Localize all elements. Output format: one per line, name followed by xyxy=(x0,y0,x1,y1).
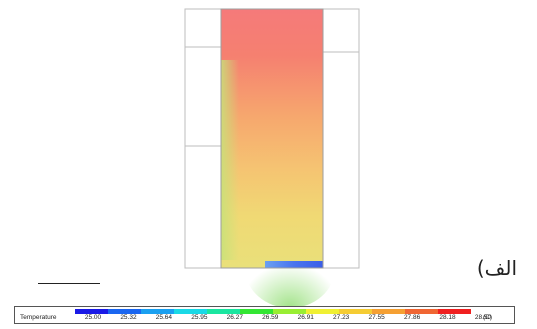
legend-tick-label: 28.18 xyxy=(439,314,456,321)
legend-swatch xyxy=(273,309,306,314)
legend-tick-label: 26.27 xyxy=(226,314,243,321)
legend-swatch xyxy=(207,309,240,314)
legend-swatch xyxy=(372,309,405,314)
legend-tick-label: 25.95 xyxy=(191,314,208,321)
legend-tick-label: 27.23 xyxy=(333,314,350,321)
legend-tick-label: 25.32 xyxy=(120,314,137,321)
contour-domain xyxy=(220,8,335,308)
temperature-legend: Temperature 25.00 25.32 25.64 25.95 26.27 26.… xyxy=(14,306,515,324)
legend-tick-label: 26.91 xyxy=(297,314,314,321)
legend-tick-label: 27.55 xyxy=(368,314,385,321)
legend-tick-label: 25.64 xyxy=(155,314,173,321)
caption-underline xyxy=(38,283,100,284)
legend-tick-label: 28.50 xyxy=(474,314,492,321)
legend-swatch xyxy=(141,309,174,314)
legend-swatch xyxy=(405,309,438,314)
legend-tick-label: 26.59 xyxy=(262,314,279,321)
legend-swatch xyxy=(306,309,339,314)
legend-swatch xyxy=(438,309,471,314)
legend-unit: (C) xyxy=(483,314,493,321)
legend-tick-label: 27.86 xyxy=(403,314,421,321)
legend-title: Temperature xyxy=(20,314,57,321)
legend-swatch xyxy=(174,309,207,314)
right-compartment xyxy=(322,8,360,269)
legend-swatch xyxy=(75,309,108,314)
legend-tick-label: 25.00 xyxy=(84,314,102,321)
legend-ticks: 25.00 25.32 25.64 25.95 26.27 26.59 26.91 27.23… xyxy=(15,314,514,324)
left-compartment xyxy=(184,8,222,269)
figure-caption: الف) xyxy=(476,256,517,280)
legend-color-bar xyxy=(75,309,471,314)
legend-swatch xyxy=(339,309,372,314)
legend-swatch xyxy=(240,309,273,314)
legend-swatch xyxy=(108,309,141,314)
